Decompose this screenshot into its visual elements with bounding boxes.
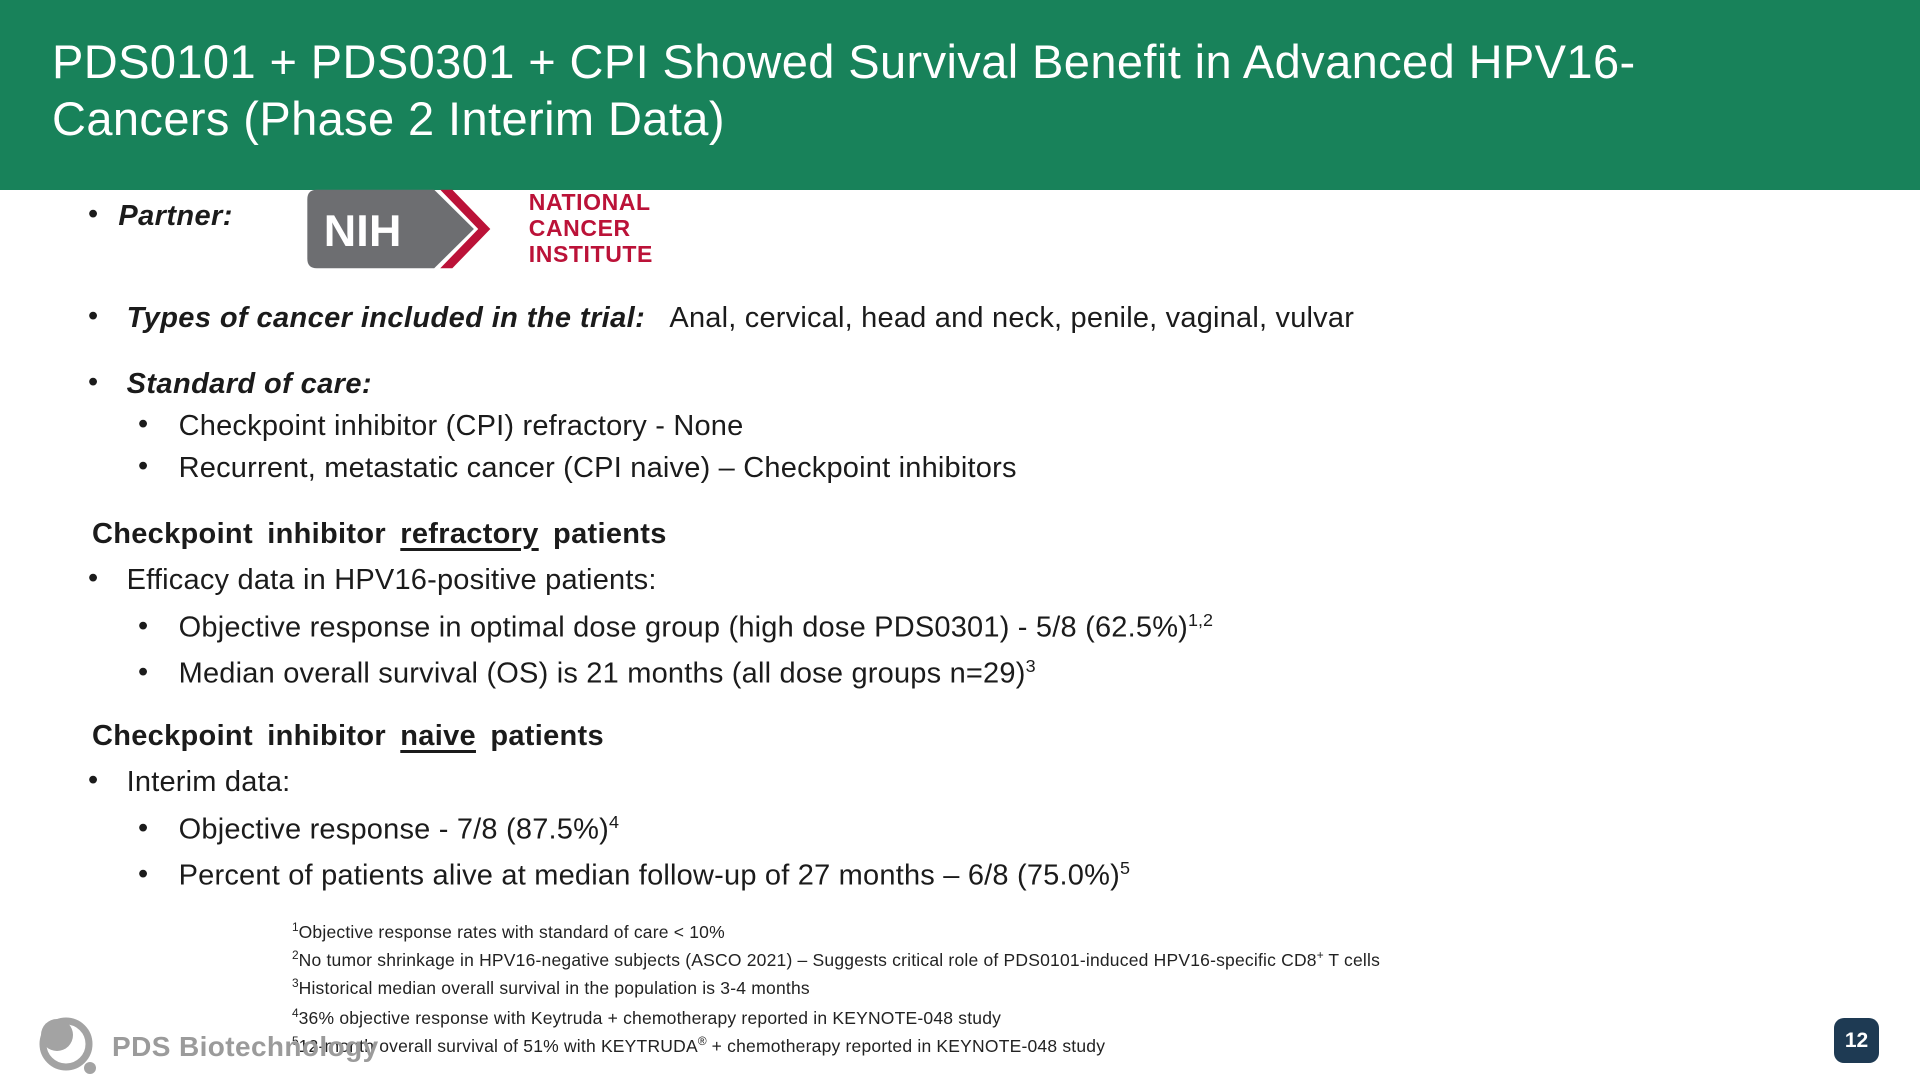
footnote-ref: 1,2 (1188, 610, 1214, 630)
pds-company-name: PDS Biotechnology (112, 1031, 379, 1062)
interim-data-row: Interim data: (88, 764, 291, 799)
pds-logo-mark-icon (39, 1017, 96, 1074)
nci-wordmark: NATIONAL CANCER INSTITUTE (529, 190, 653, 267)
objective-response-refractory-row: Objective response in optimal dose group… (138, 610, 1213, 645)
bullet-marker (138, 610, 148, 643)
footnote-text: T cells (1323, 949, 1381, 970)
partner-row: Partner: NIH NATIONAL CANCER INSTITUTE (88, 190, 653, 270)
median-os-text: Median overall survival (OS) is 21 month… (178, 657, 1026, 690)
efficacy-data-row: Efficacy data in HPV16-positive patients… (88, 564, 657, 597)
nci-logo: NIH NATIONAL CANCER INSTITUTE (295, 188, 653, 270)
efficacy-data-text: Efficacy data in HPV16-positive patients… (126, 564, 657, 596)
slide-title: PDS0101 + PDS0301 + CPI Showed Survival … (0, 0, 1920, 148)
standard-of-care-label: Standard of care: (126, 368, 372, 400)
soc-item-text: Checkpoint inhibitor (CPI) refractory - … (178, 410, 744, 442)
pds-biotechnology-logo: PDS Biotechnology (32, 1016, 379, 1078)
standard-of-care-row: Standard of care: (88, 368, 372, 401)
footnote-4: 436% objective response with Keytruda + … (292, 1006, 1001, 1034)
heading-text: patients (538, 518, 667, 550)
types-value: Anal, cervical, head and neck, penile, v… (669, 302, 1355, 334)
partner-label: Partner: (118, 200, 233, 232)
footnote-number: 4 (292, 1006, 299, 1020)
nci-wordmark-line2: CANCER (528, 215, 631, 242)
bullet-marker (138, 656, 148, 689)
refractory-section-heading: Checkpoint inhibitor refractory patients (92, 518, 667, 551)
footnote-text: Historical median overall survival in th… (298, 977, 810, 998)
bullet-marker (88, 764, 98, 797)
percent-alive-row: Percent of patients alive at median foll… (138, 858, 1130, 893)
nih-logo-mark: NIH (307, 189, 491, 269)
footnote-inline-sup: + (1316, 948, 1324, 962)
bullet-marker (138, 812, 148, 845)
nih-acronym: NIH (323, 205, 401, 256)
interim-data-text: Interim data: (126, 766, 291, 798)
footnote-text: + chemotherapy reported in KEYNOTE-048 s… (706, 1035, 1106, 1056)
median-os-row: Median overall survival (OS) is 21 month… (138, 656, 1036, 691)
footnote-ref: 4 (608, 812, 619, 832)
footnote-ref: 5 (1119, 858, 1130, 878)
types-of-cancer-row: Types of cancer included in the trial: A… (88, 302, 1354, 335)
bullet-marker (88, 562, 98, 595)
footnote-text: Objective response rates with standard o… (298, 921, 725, 942)
soc-item-naive: Recurrent, metastatic cancer (CPI naive)… (138, 452, 1017, 485)
footnote-3: 3Historical median overall survival in t… (292, 976, 810, 1004)
footnote-number: 2 (292, 948, 299, 962)
bullet-marker (88, 300, 98, 333)
soc-item-refractory: Checkpoint inhibitor (CPI) refractory - … (138, 408, 744, 443)
objective-response-naive-row: Objective response - 7/8 (87.5%)4 (138, 812, 619, 847)
footnote-ref: 3 (1025, 656, 1036, 676)
footnote-text: 12-month overall survival of 51% with KE… (298, 1035, 698, 1056)
heading-underlined-word: naive (400, 720, 476, 752)
footnote-1: 1Objective response rates with standard … (292, 920, 725, 948)
footnote-text: 36% objective response with Keytruda + c… (298, 1007, 1002, 1028)
title-banner: PDS0101 + PDS0301 + CPI Showed Survival … (0, 0, 1920, 190)
footnote-text: No tumor shrinkage in HPV16-negative sub… (298, 949, 1317, 970)
footnote-number: 3 (292, 976, 299, 990)
footnote-inline-sup: ® (697, 1034, 707, 1048)
page-number-badge: 12 (1834, 1018, 1879, 1063)
bullet-marker (88, 366, 98, 399)
heading-text: patients (475, 720, 604, 752)
soc-item-text: Recurrent, metastatic cancer (CPI naive)… (178, 452, 1017, 484)
bullet-marker (138, 450, 148, 483)
footnote-number: 5 (292, 1034, 299, 1048)
heading-text: Checkpoint inhibitor (92, 720, 401, 752)
bullet-marker (88, 198, 98, 231)
nci-wordmark-line1: NATIONAL (528, 189, 651, 216)
slide-title-line1: PDS0101 + PDS0301 + CPI Showed Survival … (52, 35, 1636, 88)
naive-section-heading: Checkpoint inhibitor naive patients (92, 720, 604, 753)
bullet-marker (138, 408, 148, 441)
heading-text: Checkpoint inhibitor (92, 518, 401, 550)
footnote-5: 512-month overall survival of 51% with K… (292, 1034, 1105, 1062)
objective-response-naive-text: Objective response - 7/8 (87.5%) (178, 813, 609, 846)
types-label: Types of cancer included in the trial: (126, 302, 646, 334)
percent-alive-text: Percent of patients alive at median foll… (178, 859, 1120, 892)
heading-underlined-word: refractory (400, 518, 539, 550)
slide-title-line2: Cancers (Phase 2 Interim Data) (52, 92, 725, 146)
footnote-number: 1 (292, 920, 299, 934)
nci-wordmark-line3: INSTITUTE (528, 240, 653, 267)
bullet-marker (138, 858, 148, 891)
footnote-2: 2No tumor shrinkage in HPV16-negative su… (292, 948, 1380, 976)
objective-response-text: Objective response in optimal dose group… (178, 611, 1189, 644)
